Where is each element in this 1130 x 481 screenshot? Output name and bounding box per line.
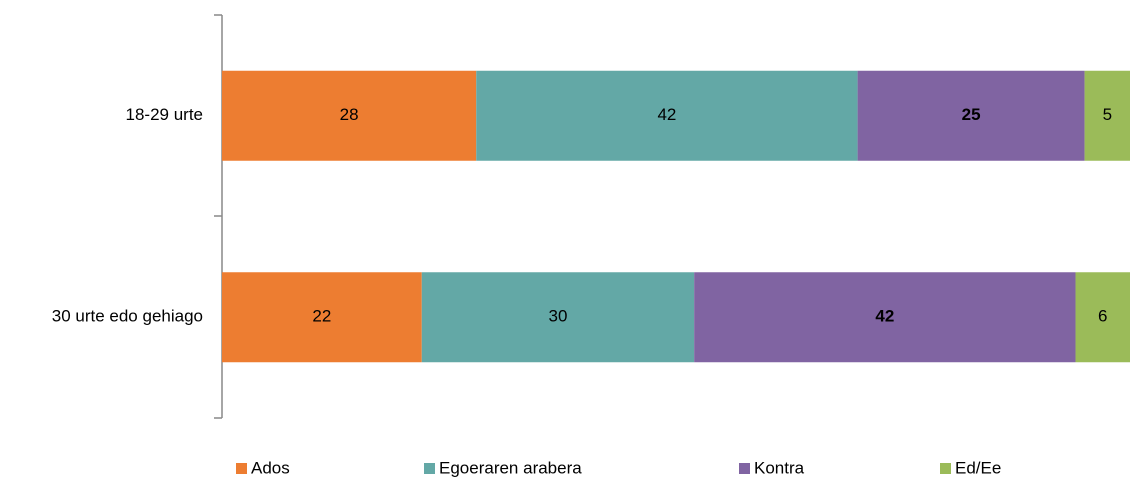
data-label: 28 (340, 105, 359, 124)
data-label: 30 (548, 307, 567, 326)
bar-segment (694, 272, 1076, 363)
legend-label: Kontra (754, 458, 805, 477)
data-label: 22 (312, 307, 331, 326)
data-label: 5 (1103, 105, 1112, 124)
data-label: 25 (962, 105, 981, 124)
data-label: 42 (875, 307, 894, 326)
legend-label: Ed/Ee (955, 458, 1001, 477)
bar-segment (222, 70, 477, 161)
y-tick-label: 30 urte edo gehiago (52, 307, 203, 326)
bar-segment (857, 70, 1085, 161)
bar-segment (222, 272, 422, 363)
bar-segment (476, 70, 858, 161)
data-label: 6 (1098, 307, 1107, 326)
data-label: 42 (657, 105, 676, 124)
bar-segment (421, 272, 695, 363)
legend-swatch (739, 463, 750, 474)
legend-label: Ados (251, 458, 290, 477)
legend-swatch (940, 463, 951, 474)
legend-label: Egoeraren arabera (439, 458, 582, 477)
legend-swatch (236, 463, 247, 474)
bar-segment (1075, 272, 1130, 363)
y-tick-label: 18-29 urte (126, 105, 204, 124)
bar-segment (1084, 70, 1130, 161)
legend-swatch (424, 463, 435, 474)
